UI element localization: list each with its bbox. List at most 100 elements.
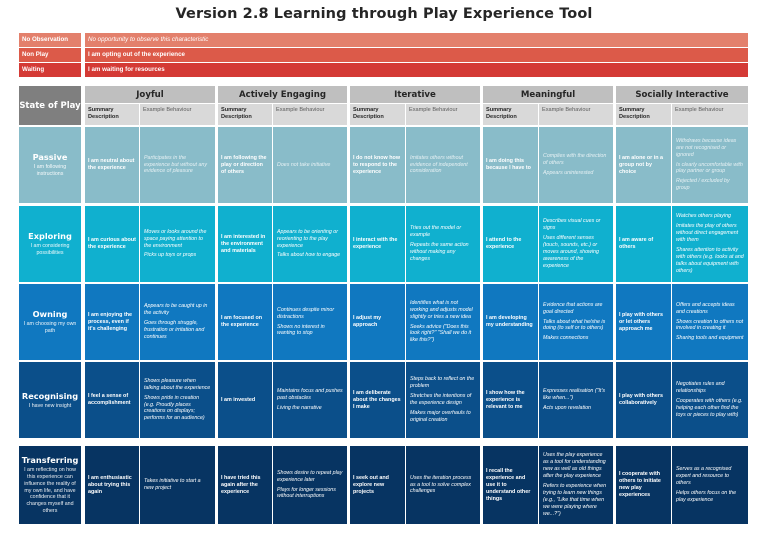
state-owning: Owning I am choosing my own path (19, 284, 81, 360)
example-behaviour: Imitates others without evidence of inde… (406, 127, 480, 203)
summary-description-header: Summary Description (616, 104, 671, 125)
summary-description: I am enjoying the process, even if it's … (85, 284, 139, 360)
example-behaviour: Expresses realisation ("It's like when..… (539, 362, 613, 438)
example-item: Shows creation to others not involved in… (676, 318, 744, 332)
example-item: Takes initiative to start a new project (144, 478, 201, 491)
column-header: Actively Engaging (218, 86, 347, 103)
legend-label: Waiting (19, 63, 81, 77)
example-item: Makes connections (543, 335, 589, 342)
example-behaviour: Complies with the direction of others App… (539, 127, 613, 203)
example-item: Evidence that actions are goal directed (543, 301, 603, 315)
example-item: Continues despite minor distractions (277, 306, 335, 320)
example-item: Sharing tools and equipment (676, 335, 744, 342)
example-behaviour-header: Example Behaviour (672, 104, 748, 125)
example-item: Helps others focus on the play experienc… (676, 489, 737, 503)
example-behaviour: Steps back to reflect on the problem Stre… (406, 362, 480, 438)
example-behaviour: Moves or looks around the space paying a… (140, 206, 215, 282)
summary-description-header: Summary Description (350, 104, 405, 125)
example-item: Imitates others without evidence of inde… (410, 154, 468, 175)
example-item: Describes visual cues or signs (543, 218, 601, 232)
summary-description: I cooperate with others to initiate new … (616, 446, 671, 524)
state-name: Exploring (28, 231, 72, 242)
example-item: Living the narrative (277, 404, 322, 411)
summary-description: I adjust my approach (350, 284, 405, 360)
example-item: Does not take initiative (277, 161, 331, 168)
summary-description: I recall the experience and use it to un… (483, 446, 538, 524)
example-item: Acts upon revelation (543, 404, 591, 411)
example-item: Goes through struggle, frustration or ir… (144, 320, 205, 340)
example-behaviour: Evidence that actions are goal directed T… (539, 284, 613, 360)
summary-description: I am enthusiastic about trying this agai… (85, 446, 139, 524)
example-item: Withdraws because ideas are not recognis… (676, 137, 737, 158)
example-item: Shows desire to repeat play experience l… (277, 469, 343, 483)
example-behaviour: Negotiates rules and relationships Cooper… (672, 362, 748, 438)
state-name: Owning (32, 309, 68, 320)
example-item: Repeats the same action without making a… (410, 242, 469, 262)
example-behaviour: Takes initiative to start a new project (140, 446, 215, 524)
state-of-play-header: State of Play (19, 86, 81, 125)
example-behaviour: Uses the play experience as a tool for u… (539, 446, 613, 524)
legend-label: Non Play (19, 48, 81, 62)
summary-description: I show how the experience is relevant to… (483, 362, 538, 438)
example-item: Is clearly uncomfortable with play partn… (676, 161, 743, 175)
example-item: Makes major overhauls to original creati… (410, 409, 471, 423)
summary-description: I am aware of others (616, 206, 671, 282)
example-behaviour: Continues despite minor distractions Show… (273, 284, 347, 360)
legend-row: Waiting I am waiting for resources (19, 63, 748, 77)
column-header: Socially Interactive (616, 86, 748, 103)
example-behaviour: Offers and accepts ideas and creations Sh… (672, 284, 748, 360)
example-behaviour: Appears to be orienting or reorienting t… (273, 206, 347, 282)
example-item: Seeks advice ("Does this look right?" "S… (410, 323, 472, 344)
state-description: I am choosing my own path (23, 321, 77, 334)
state-description: I am reflecting on how this experience c… (24, 467, 76, 514)
example-item: Expresses realisation ("It's like when..… (543, 388, 606, 402)
example-item: Negotiates rules and relationships (676, 381, 725, 395)
example-behaviour: Participates in the experience but witho… (140, 127, 215, 203)
example-item: Identifies what is not working and adjus… (410, 299, 473, 320)
example-item: Shares attention to activity with others… (676, 247, 744, 274)
example-item: Appears to be caught up in the activity (144, 303, 208, 317)
example-behaviour: Appears to be caught up in the activity G… (140, 284, 215, 360)
summary-description: I play with others or let others approac… (616, 284, 671, 360)
example-item: Serves as a recognised expert and resour… (676, 466, 732, 487)
example-item: Talks about how to engage (277, 252, 341, 259)
example-item: Shows pleasure when talking about the ex… (144, 377, 211, 391)
example-item: Plays for longer sessions without interr… (277, 486, 336, 500)
state-name: Recognising (21, 390, 79, 401)
example-behaviour-header: Example Behaviour (539, 104, 613, 125)
summary-description: I am developing my understanding (483, 284, 538, 360)
example-item: Appears to be orienting or reorienting t… (277, 228, 338, 249)
example-item: Rejected / excluded by group (676, 178, 730, 192)
summary-description: I am focused on the experience (218, 284, 272, 360)
example-item: Shows pride in creation (e.g. Proudly pl… (144, 394, 205, 422)
example-item: Stretches the intentions of the experien… (410, 393, 472, 406)
example-behaviour: Uses the iteration process as a tool to … (406, 446, 480, 524)
summary-description: I am curious about the experience (85, 206, 139, 282)
summary-description: I am interested in the environment and m… (218, 206, 272, 282)
state-transferring: Transferring I am reflecting on how this … (19, 446, 81, 524)
example-behaviour: Does not take initiative (273, 127, 347, 203)
summary-description: I seek out and explore new projects (350, 446, 405, 524)
example-behaviour: Shows desire to repeat play experience l… (273, 446, 347, 524)
legend-description: No opportunity to observe this character… (85, 33, 748, 47)
example-item: Maintains focus and pushes past obstacle… (277, 388, 343, 402)
summary-description-header: Summary Description (218, 104, 272, 125)
state-recognising: Recognising I have new insight (19, 362, 81, 438)
example-item: Picks up toys or props (144, 252, 197, 259)
state-name: Passive (32, 152, 68, 163)
example-item: Moves or looks around the space paying a… (144, 228, 207, 249)
summary-description: I feel a sense of accomplishment (85, 362, 139, 438)
legend-description: I am opting out of the experience (85, 48, 748, 62)
summary-description: I attend to the experience (483, 206, 538, 282)
example-item: Cooperates with others (e.g. helping eac… (676, 398, 743, 418)
example-item: Talks about what he/she is doing (to sel… (543, 318, 606, 332)
summary-description: I play with others collaboratively (616, 362, 671, 438)
example-item: Uses different senses (touch, sounds, et… (543, 235, 599, 269)
legend-label: No Observation (19, 33, 81, 47)
state-description: I have new insight (28, 402, 72, 409)
column-header: Iterative (350, 86, 480, 103)
state-description: I am considering possibilities (30, 243, 70, 256)
summary-description: I interact with the experience (350, 206, 405, 282)
example-behaviour: Shows pleasure when talking about the ex… (140, 362, 215, 438)
state-exploring: Exploring I am considering possibilities (19, 206, 81, 282)
